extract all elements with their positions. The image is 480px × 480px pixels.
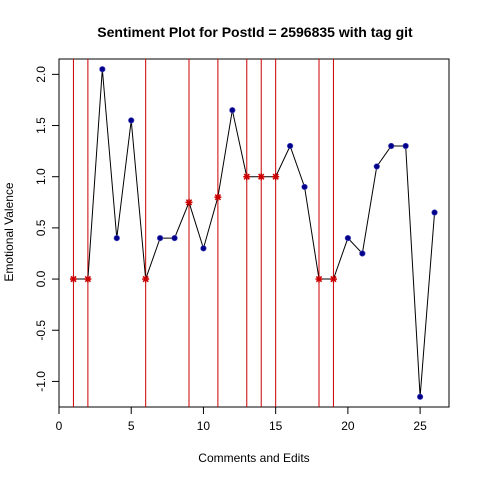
- y-tick-label: 1.0: [34, 168, 48, 185]
- comment-point: [402, 142, 409, 150]
- y-axis: -1.0 -0.5 0.0 0.5 1.0 1.5 2.0: [34, 66, 59, 392]
- x-tick-label: 0: [56, 419, 63, 433]
- edit-point: [69, 275, 77, 283]
- x-tick-label: 20: [341, 419, 355, 433]
- comment-point: [359, 250, 366, 257]
- y-tick-label: 2.0: [34, 66, 48, 83]
- series-line: [73, 69, 436, 397]
- comment-point: [287, 142, 294, 150]
- edit-lines: [72, 59, 334, 407]
- x-tick-label: 15: [269, 419, 283, 433]
- comment-point: [388, 142, 395, 150]
- edit-point: [142, 275, 150, 283]
- series-line-group: [73, 69, 436, 397]
- edit-point: [257, 173, 265, 181]
- x-axis-label: Comments and Edits: [198, 451, 309, 465]
- comment-point: [99, 66, 106, 73]
- y-tick-label: 0.5: [34, 219, 48, 236]
- edit-point: [272, 173, 280, 181]
- x-tick-label: 10: [197, 419, 211, 433]
- comment-point: [128, 117, 135, 124]
- y-axis-label: Emotional Valence: [2, 182, 16, 281]
- y-tick-label: -1.0: [34, 371, 48, 392]
- x-axis: 0 5 10 15 20 25: [56, 407, 427, 433]
- edit-point: [315, 275, 323, 283]
- x-tick-label: 25: [413, 419, 427, 433]
- comment-point: [200, 245, 207, 252]
- edit-point: [329, 275, 337, 283]
- comment-point: [373, 163, 380, 170]
- edit-point: [214, 193, 222, 201]
- comment-point: [113, 235, 120, 242]
- comment-point: [229, 107, 236, 114]
- comment-point: [171, 235, 178, 242]
- y-tick-label: 0.0: [34, 270, 48, 287]
- comment-point: [301, 183, 308, 191]
- y-tick-label: 1.5: [34, 117, 48, 134]
- chart-title: Sentiment Plot for PostId = 2596835 with…: [97, 24, 413, 40]
- comment-point: [417, 393, 424, 400]
- comment-point: [344, 235, 351, 242]
- comment-point: [157, 235, 164, 242]
- comment-point: [431, 209, 438, 216]
- data-points: [69, 66, 438, 400]
- edit-point: [84, 275, 92, 283]
- x-tick-label: 5: [128, 419, 135, 433]
- y-tick-label: -0.5: [34, 320, 48, 341]
- edit-point: [243, 173, 251, 181]
- edit-point: [185, 198, 193, 206]
- plot-frame: [58, 58, 450, 408]
